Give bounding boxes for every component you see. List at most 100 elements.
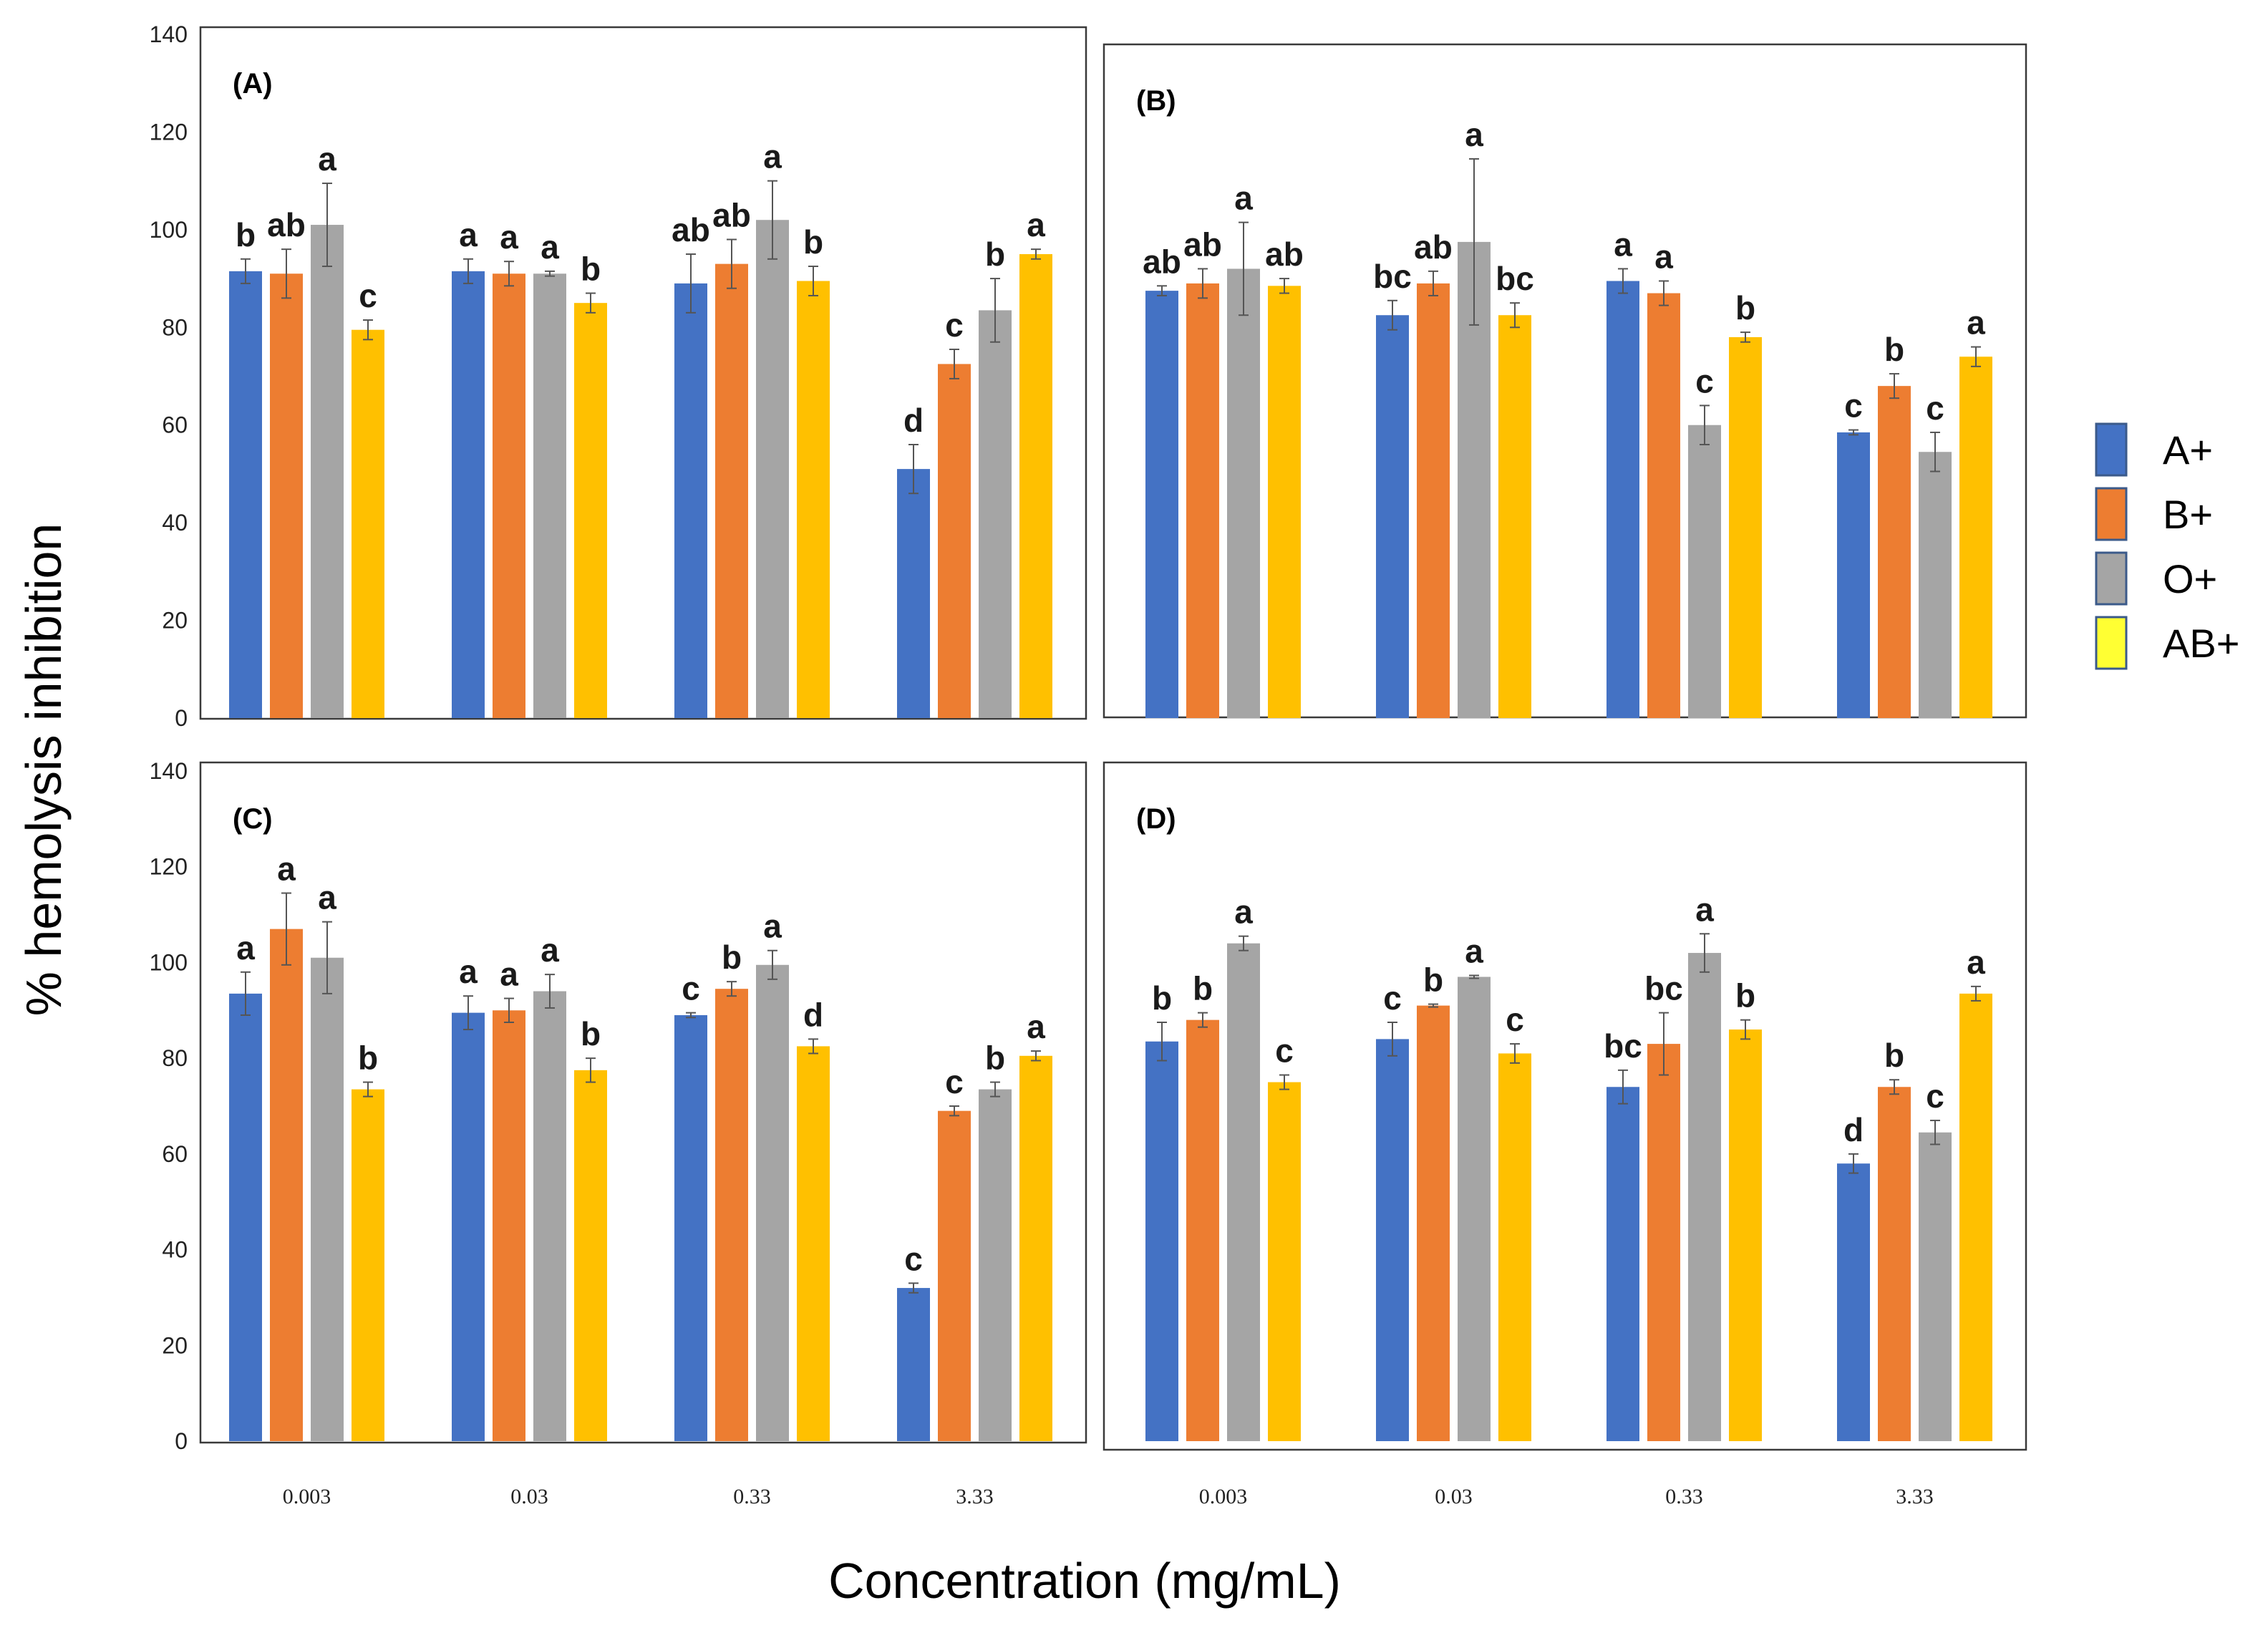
error-bar	[990, 278, 1000, 343]
y-tick-label: 20	[162, 1332, 188, 1358]
significance-label: a	[459, 216, 478, 253]
error-bar	[463, 258, 473, 284]
y-tick-label: 140	[150, 21, 188, 47]
bar-ab-pos-0.03	[1498, 315, 1531, 718]
bar-a-pos-3.33	[897, 469, 930, 718]
error-bar	[1618, 268, 1628, 294]
y-tick-label: 40	[162, 510, 188, 536]
y-tick-label: 40	[162, 1237, 188, 1263]
error-bar	[1239, 221, 1249, 316]
panel-label: (D)	[1136, 803, 1176, 835]
error-bar	[1387, 299, 1397, 331]
significance-label: b	[358, 1040, 378, 1077]
x-tick-label: 0.33	[733, 1485, 771, 1508]
significance-label: ab	[712, 197, 751, 234]
significance-label: b	[1884, 1037, 1904, 1074]
significance-label: c	[359, 277, 377, 314]
x-tick-label: 0.33	[1665, 1485, 1703, 1508]
error-bar	[990, 1081, 1000, 1098]
bar-ab-pos-3.33	[1959, 993, 1992, 1441]
error-bar	[1198, 1012, 1208, 1028]
bar-b-pos-3.33	[1878, 386, 1911, 718]
significance-label: b	[803, 223, 823, 261]
bar-o-pos-0.003	[1227, 268, 1260, 718]
significance-label: a	[1967, 304, 1985, 341]
legend-swatch	[2095, 616, 2128, 670]
significance-label: a	[763, 138, 782, 175]
significance-label: ab	[1143, 243, 1181, 280]
error-bar	[1387, 1022, 1397, 1057]
error-bar	[1031, 248, 1041, 260]
error-bar	[463, 995, 473, 1031]
y-tick-label: 120	[150, 119, 188, 145]
bar-ab-pos-0.03	[574, 1070, 607, 1441]
bar-o-pos-0.33	[1688, 425, 1721, 718]
significance-label: a	[541, 931, 559, 969]
error-bar	[1930, 1120, 1940, 1145]
legend-label: B+	[2163, 492, 2213, 537]
significance-label: a	[1234, 180, 1253, 217]
panel-frame	[199, 26, 1087, 720]
error-bar	[241, 258, 251, 284]
error-bar	[949, 348, 959, 379]
legend-label: A+	[2163, 427, 2213, 473]
significance-label: ab	[267, 206, 306, 243]
significance-label: c	[1383, 979, 1402, 1017]
error-bar	[1428, 270, 1438, 296]
bar-ab-pos-0.003	[1268, 286, 1301, 718]
error-bar	[586, 292, 596, 314]
panel-label: (A)	[233, 68, 273, 100]
bar-o-pos-0.33	[756, 220, 789, 718]
x-tick-label: 3.33	[956, 1485, 994, 1508]
significance-label: bc	[1496, 260, 1534, 297]
bar-o-pos-3.33	[1919, 452, 1952, 718]
bar-ab-pos-0.03	[574, 303, 607, 718]
bar-a-pos-0.03	[452, 271, 485, 718]
significance-label: a	[1234, 893, 1253, 931]
significance-label: a	[1465, 116, 1483, 153]
y-tick-label: 80	[162, 314, 188, 340]
bar-ab-pos-0.33	[797, 1046, 830, 1441]
error-bar	[504, 997, 514, 1023]
bar-b-pos-0.003	[1186, 283, 1219, 719]
significance-label: c	[1275, 1032, 1294, 1070]
bar-b-pos-0.33	[1647, 293, 1680, 718]
error-bar	[1889, 373, 1899, 399]
error-bar	[1279, 1074, 1289, 1090]
error-bar	[545, 974, 555, 1009]
panel-frame	[1102, 43, 2027, 719]
y-tick-label: 100	[150, 949, 188, 975]
bar-o-pos-3.33	[1919, 1132, 1952, 1441]
error-bar	[908, 1282, 919, 1294]
error-bar	[1157, 285, 1167, 296]
significance-label: bc	[1644, 970, 1683, 1007]
significance-label: b	[1735, 977, 1755, 1014]
legend-item-o-pos: O+	[2095, 551, 2217, 606]
panel-frame	[1102, 761, 2027, 1451]
legend-item-b-pos: B+	[2095, 487, 2213, 541]
error-bar	[1930, 431, 1940, 473]
bar-b-pos-3.33	[938, 1110, 971, 1441]
bar-a-pos-0.03	[1376, 1039, 1409, 1441]
y-tick-label: 140	[150, 758, 188, 784]
bar-o-pos-0.003	[1227, 943, 1260, 1441]
error-bar	[1659, 1012, 1669, 1076]
y-tick-label: 60	[162, 412, 188, 438]
significance-label: c	[945, 306, 964, 344]
x-tick-label: 0.03	[1435, 1485, 1473, 1508]
error-bar	[281, 892, 291, 966]
significance-label: ab	[1183, 226, 1222, 263]
error-bar	[686, 1012, 696, 1019]
error-bar	[1700, 404, 1710, 445]
y-tick-label: 0	[175, 1428, 188, 1454]
bar-a-pos-0.33	[674, 283, 707, 719]
error-bar	[504, 261, 514, 287]
bar-o-pos-3.33	[979, 1089, 1012, 1441]
significance-label: c	[945, 1063, 964, 1100]
bar-b-pos-0.03	[493, 273, 525, 718]
y-tick-label: 60	[162, 1141, 188, 1167]
